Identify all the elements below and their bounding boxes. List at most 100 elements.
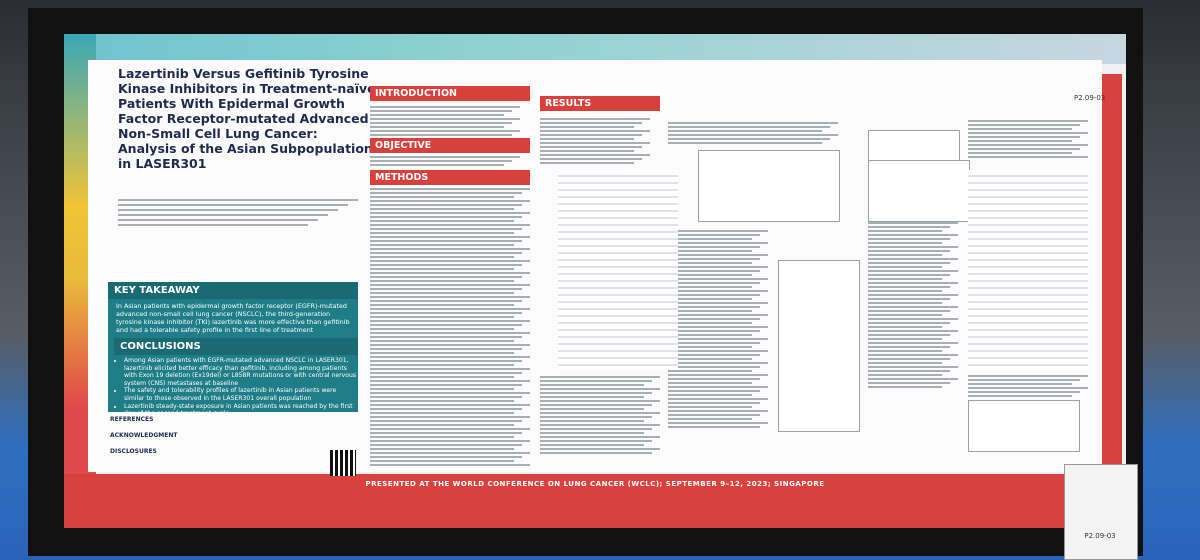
- top-band: [64, 34, 1126, 64]
- text-line: [370, 428, 530, 430]
- text-line: [668, 298, 752, 300]
- text-line: [868, 374, 942, 376]
- text-line: [370, 212, 530, 214]
- text-line: [668, 294, 760, 296]
- acknowledgment-heading: ACKNOWLEDGMENT: [110, 432, 178, 439]
- key-takeaway-heading: KEY TAKEAWAY: [108, 282, 358, 299]
- text-line: [540, 440, 652, 442]
- text-line: [118, 199, 358, 201]
- text-line: [868, 242, 942, 244]
- text-line: [868, 234, 958, 236]
- text-line: [968, 140, 1072, 142]
- text-line: [668, 362, 768, 364]
- text-line: [968, 148, 1080, 150]
- text-line: [540, 392, 652, 394]
- text-line: [370, 368, 530, 370]
- text-line: [540, 118, 650, 120]
- text-line: [868, 222, 958, 224]
- text-line: [370, 224, 530, 226]
- text-line: [668, 238, 752, 240]
- text-line: [668, 138, 830, 140]
- text-line: [668, 314, 768, 316]
- text-line: [370, 134, 512, 136]
- text-line: [668, 374, 768, 376]
- text-line: [540, 388, 660, 390]
- text-line: [868, 266, 942, 268]
- text-line: [540, 122, 642, 124]
- text-line: [968, 387, 1088, 389]
- text-line: [668, 402, 760, 404]
- text-line: [540, 424, 660, 426]
- text-line: [370, 460, 514, 462]
- text-line: [370, 452, 530, 454]
- text-line: [370, 296, 530, 298]
- text-line: [540, 150, 634, 152]
- forest-plot: [778, 260, 860, 432]
- text-line: [668, 382, 752, 384]
- text-line: [668, 250, 752, 252]
- text-line: [370, 130, 520, 132]
- conclusions-list: Among Asian patients with EGFR-mutated a…: [108, 357, 358, 418]
- text-line: [370, 388, 514, 390]
- text-line: [968, 379, 1080, 381]
- poster: PRESENTED AT THE WORLD CONFERENCE ON LUN…: [64, 34, 1126, 528]
- text-line: [370, 264, 522, 266]
- text-line: [540, 428, 652, 430]
- text-line: [370, 320, 530, 322]
- text-line: [668, 398, 768, 400]
- text-line: [868, 362, 942, 364]
- text-line: [868, 302, 942, 304]
- text-line: [540, 448, 660, 450]
- placard-id: P2.09-03: [1084, 532, 1116, 540]
- text-line: [370, 256, 514, 258]
- text-line: [868, 342, 958, 344]
- text-line: [370, 268, 514, 270]
- text-line: [370, 244, 514, 246]
- text-line: [968, 144, 1088, 146]
- text-line: [668, 302, 768, 304]
- text-line: [668, 378, 760, 380]
- text-line: [540, 134, 642, 136]
- text-line: [668, 134, 838, 136]
- text-line: [668, 426, 760, 428]
- text-line: [370, 336, 522, 338]
- text-line: [668, 130, 822, 132]
- methods-heading: METHODS: [370, 170, 530, 185]
- text-line: [370, 432, 522, 434]
- text-line: [868, 330, 958, 332]
- text-line: [868, 282, 958, 284]
- text-line: [868, 314, 942, 316]
- text-line: [668, 330, 760, 332]
- text-line: [370, 272, 530, 274]
- poster-id: P2.09-03: [1074, 94, 1106, 102]
- text-line: [868, 246, 958, 248]
- text-line: [668, 334, 752, 336]
- author-lines: [118, 196, 368, 229]
- introduction-heading: INTRODUCTION: [370, 86, 530, 101]
- content: Lazertinib Versus Gefitinib Tyrosine Kin…: [88, 60, 1102, 476]
- text-line: [370, 204, 522, 206]
- text-line: [370, 464, 530, 466]
- text-line: [868, 278, 942, 280]
- text-line: [370, 236, 530, 238]
- text-line: [370, 372, 522, 374]
- text-line: [668, 394, 752, 396]
- text-line: [540, 158, 642, 160]
- text-line: [968, 391, 1080, 393]
- text-line: [370, 280, 514, 282]
- bottom-bar: [64, 474, 1126, 528]
- text-line: [868, 350, 942, 352]
- text-line: [868, 378, 958, 380]
- text-line: [370, 284, 530, 286]
- text-line: [118, 209, 338, 211]
- text-line: [968, 128, 1072, 130]
- text-line: [868, 250, 950, 252]
- text-line: [370, 216, 522, 218]
- text-line: [370, 356, 530, 358]
- text-line: [868, 310, 950, 312]
- text-line: [370, 304, 514, 306]
- text-line: [868, 326, 942, 328]
- text-line: [668, 358, 752, 360]
- text-line: [868, 386, 942, 388]
- text-line: [370, 208, 514, 210]
